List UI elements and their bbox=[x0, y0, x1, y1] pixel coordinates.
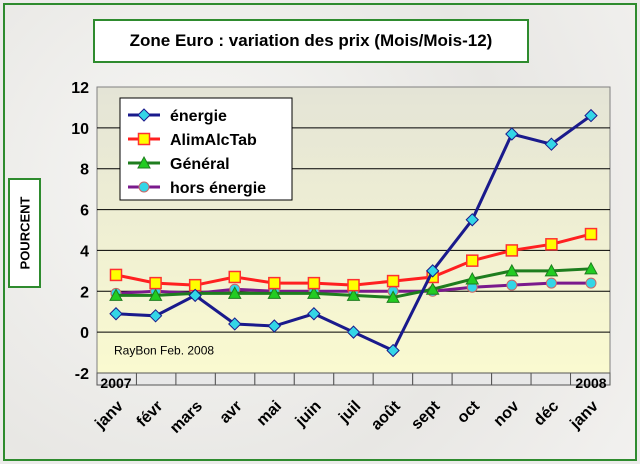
category-tick-box bbox=[333, 372, 374, 386]
data-point bbox=[148, 309, 163, 323]
data-point bbox=[307, 286, 321, 299]
category-tick-box bbox=[530, 372, 572, 386]
data-point bbox=[109, 307, 123, 321]
data-point bbox=[545, 238, 558, 251]
category-tick-box bbox=[293, 372, 335, 386]
data-point bbox=[346, 288, 361, 301]
data-point bbox=[505, 244, 519, 257]
data-point bbox=[506, 279, 518, 291]
x-tick-label: août bbox=[368, 397, 404, 433]
category-tick-box bbox=[451, 372, 493, 386]
category-tick-box bbox=[254, 372, 295, 386]
x-tick-label: avr bbox=[217, 398, 246, 427]
data-point bbox=[149, 276, 162, 290]
data-point bbox=[544, 263, 559, 277]
x-tick-label: mai bbox=[254, 398, 286, 430]
data-point bbox=[465, 213, 479, 227]
x-tick-label: janv bbox=[566, 398, 601, 433]
data-point bbox=[386, 290, 400, 303]
x-tick-label: oct bbox=[454, 397, 483, 426]
data-point bbox=[386, 343, 400, 358]
data-point bbox=[386, 274, 400, 288]
legend-marker bbox=[137, 132, 151, 146]
category-tick-box bbox=[372, 372, 414, 386]
data-point bbox=[346, 325, 361, 339]
y-tick-label: 6 bbox=[80, 203, 89, 220]
x-tick-label: févr bbox=[134, 398, 167, 431]
category-tick-box bbox=[570, 372, 611, 386]
data-point bbox=[227, 286, 242, 299]
data-point bbox=[267, 286, 282, 299]
category-tick-box bbox=[135, 372, 177, 386]
data-point bbox=[425, 282, 440, 295]
x-tick-label: juin bbox=[292, 398, 325, 431]
data-point bbox=[504, 263, 519, 277]
x-tick-label: janv bbox=[91, 398, 126, 433]
legend-marker bbox=[137, 108, 151, 122]
series-énergie bbox=[109, 108, 598, 358]
y-tick-label: -2 bbox=[75, 366, 89, 383]
category-tick-box bbox=[214, 372, 256, 386]
data-point bbox=[228, 317, 242, 331]
x-tick-label: nov bbox=[491, 398, 523, 430]
chart-title: Zone Euro : variation des prix (Mois/Moi… bbox=[93, 19, 529, 63]
legend: énergie AlimAlcTab Général hors énergie bbox=[119, 97, 293, 201]
data-point bbox=[347, 278, 360, 292]
x-tick-label: juil bbox=[335, 398, 364, 427]
legend-label: Général bbox=[170, 156, 230, 173]
annotation: RayBon Feb. 2008 bbox=[114, 344, 214, 358]
data-point bbox=[148, 288, 163, 301]
legend-label: AlimAlcTab bbox=[170, 132, 257, 149]
y-tick-label: 4 bbox=[80, 243, 89, 260]
category-tick-box bbox=[412, 372, 453, 386]
data-point bbox=[307, 276, 321, 290]
year-label: 2008 bbox=[575, 375, 606, 391]
data-point bbox=[425, 264, 440, 278]
y-tick-label: 0 bbox=[80, 325, 89, 342]
data-point bbox=[584, 227, 598, 241]
data-point bbox=[505, 127, 519, 141]
data-point bbox=[109, 288, 123, 301]
data-point bbox=[228, 270, 241, 284]
category-tick-box bbox=[491, 372, 532, 386]
data-point bbox=[544, 137, 559, 151]
data-point bbox=[307, 307, 321, 321]
data-point bbox=[268, 276, 281, 290]
legend-marker bbox=[137, 155, 151, 169]
y-tick-label: 10 bbox=[71, 121, 89, 138]
data-point bbox=[584, 261, 598, 275]
x-tick-label: sept bbox=[408, 397, 444, 433]
data-point bbox=[109, 268, 123, 282]
x-tick-label: déc bbox=[531, 398, 563, 430]
data-point bbox=[188, 288, 202, 303]
legend-label: hors énergie bbox=[170, 180, 266, 197]
category-tick-box bbox=[175, 372, 216, 386]
x-tick-label: mars bbox=[167, 398, 206, 437]
data-point bbox=[545, 277, 557, 289]
year-label: 2007 bbox=[100, 375, 131, 391]
data-point bbox=[267, 319, 282, 333]
data-point bbox=[585, 277, 597, 289]
data-point bbox=[584, 108, 598, 123]
y-tick-label: 12 bbox=[71, 80, 89, 97]
y-tick-label: 2 bbox=[80, 284, 89, 301]
legend-marker bbox=[138, 181, 150, 193]
data-point bbox=[465, 271, 480, 285]
legend-label: énergie bbox=[170, 108, 227, 125]
y-tick-label: 8 bbox=[80, 162, 89, 179]
data-point bbox=[466, 254, 479, 267]
y-axis-label-box: POURCENT bbox=[8, 178, 41, 288]
